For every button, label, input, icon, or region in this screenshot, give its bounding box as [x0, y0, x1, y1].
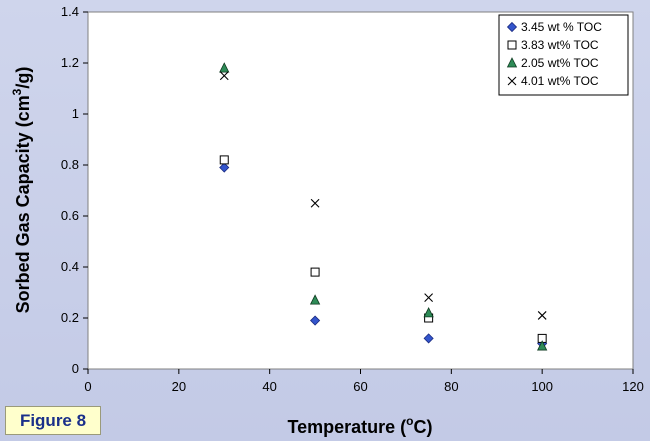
data-point-series-1: [219, 162, 230, 173]
legend-label: 2.05 wt% TOC: [521, 56, 599, 70]
x-tick-label: 20: [172, 379, 186, 394]
x-axis: 0 20 40 60 80 100 120: [84, 369, 644, 394]
legend-marker-3: [506, 57, 518, 68]
data-point-series-4: [537, 311, 547, 320]
x-axis-title: Temperature (oC): [287, 414, 432, 437]
data-point-series-2: [219, 155, 229, 165]
y-tick-label: 0.4: [61, 259, 79, 274]
legend-label: 3.83 wt% TOC: [521, 38, 599, 52]
y-tick-label: 1.2: [61, 55, 79, 70]
y-axis-title: Sorbed Gas Capacity (cm3/g): [10, 67, 33, 314]
data-point-series-1: [310, 315, 321, 326]
figure-label: Figure 8: [5, 406, 101, 435]
legend-box: [498, 14, 629, 96]
legend-marker-2: [507, 40, 517, 50]
x-tick-label: 100: [531, 379, 553, 394]
data-point-series-3: [423, 307, 434, 318]
legend-marker-4: [507, 76, 517, 86]
y-tick-label: 0.8: [61, 157, 79, 172]
x-tick-label: 120: [622, 379, 644, 394]
data-point-series-4: [424, 293, 434, 302]
legend: 3.45 wt % TOC 3.83 wt% TOC 2.05 wt% TOC 4.0…: [498, 14, 629, 96]
x-tick-label: 60: [353, 379, 367, 394]
x-tick-label: 80: [444, 379, 458, 394]
x-tick-label: 40: [262, 379, 276, 394]
y-tick-label: 0: [72, 361, 79, 376]
data-points: [219, 62, 548, 351]
y-tick-label: 0.2: [61, 310, 79, 325]
data-point-series-3: [309, 294, 321, 305]
y-tick-label: 0.6: [61, 208, 79, 223]
legend-marker-1: [506, 21, 518, 33]
y-axis: 0 0.2 0.4 0.6 0.8 1 1.2 1.4: [61, 4, 88, 376]
data-point-series-1: [423, 333, 434, 344]
y-tick-label: 1: [72, 106, 79, 121]
data-point-series-4: [310, 198, 320, 208]
legend-label: 3.45 wt % TOC: [521, 20, 602, 34]
data-point-series-4: [219, 71, 229, 81]
x-tick-label: 0: [84, 379, 91, 394]
y-tick-label: 1.4: [61, 4, 79, 19]
data-point-series-3: [537, 340, 548, 351]
data-point-series-3: [219, 62, 230, 73]
data-point-series-2: [310, 267, 320, 277]
legend-label: 4.01 wt% TOC: [521, 74, 599, 88]
